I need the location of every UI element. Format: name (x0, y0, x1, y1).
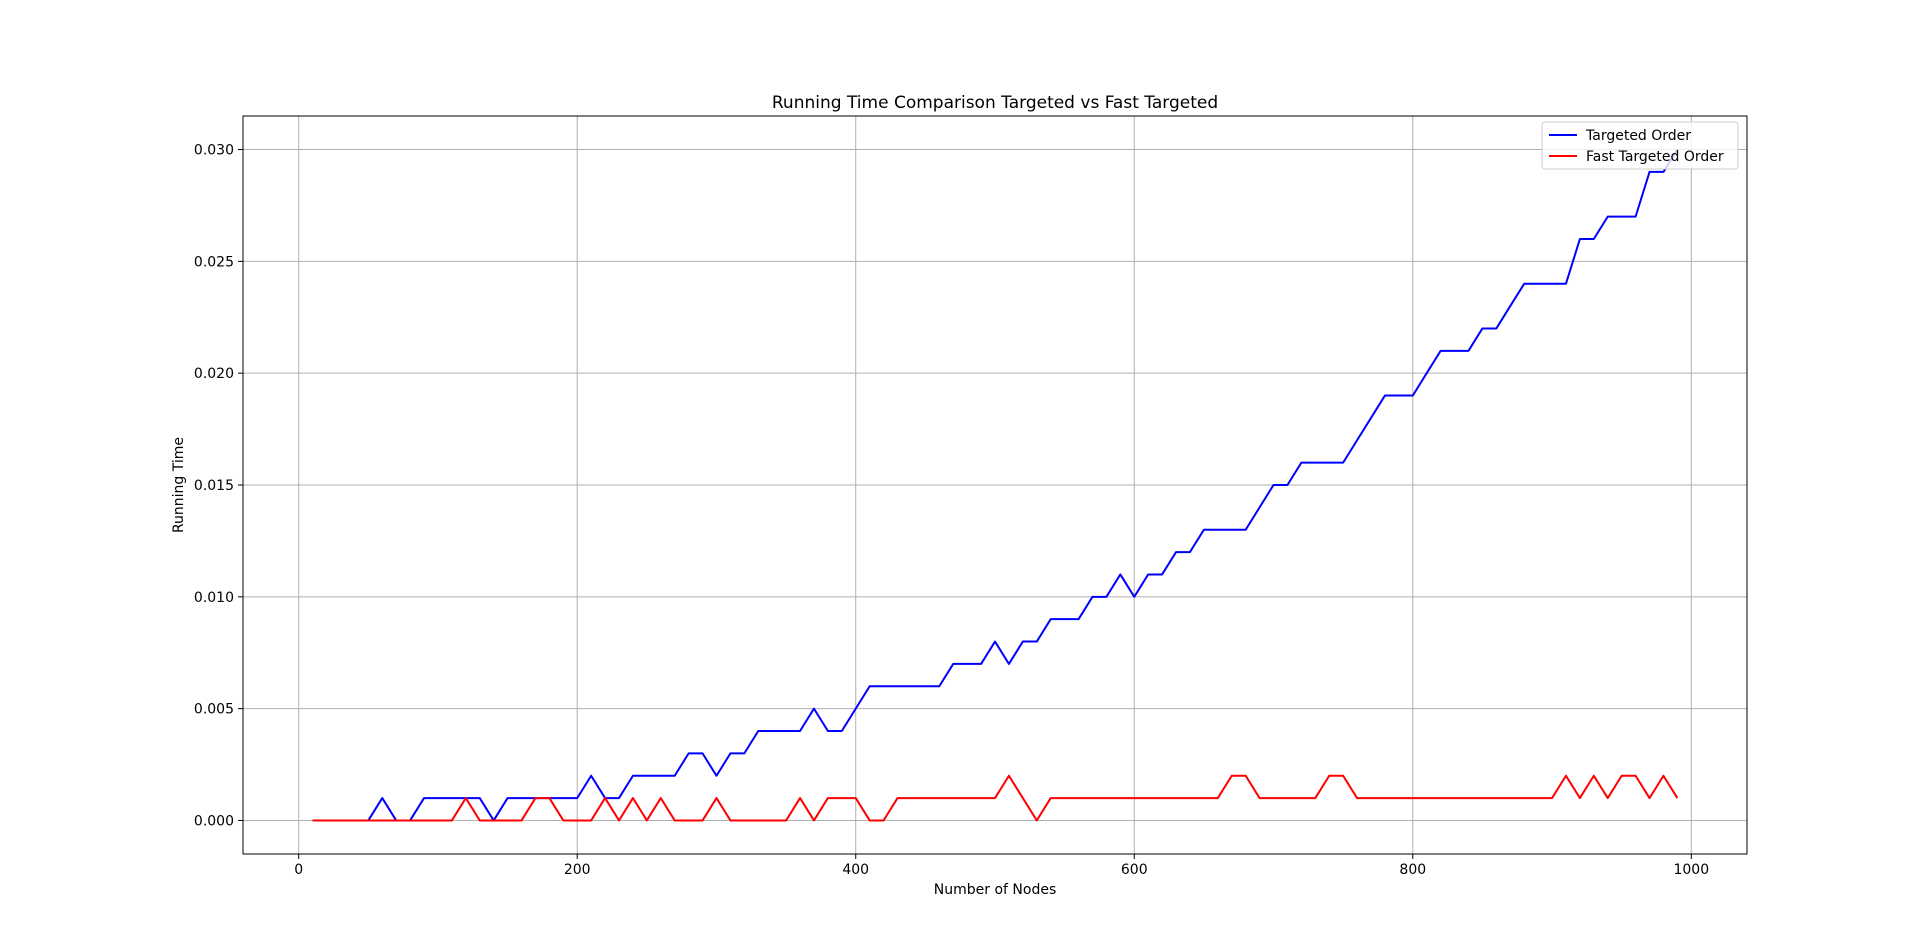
x-axis-label: Number of Nodes (934, 882, 1056, 898)
y-axis-ticks: 0.000 0.005 0.010 0.015 0.020 0.025 0.030 (194, 143, 243, 829)
x-tick-label: 1000 (1673, 862, 1709, 878)
x-axis-ticks: 0 200 400 600 800 1000 (294, 854, 1709, 878)
legend-label-targeted: Targeted Order (1585, 128, 1691, 144)
y-tick-label: 0.025 (194, 254, 234, 270)
x-tick-label: 600 (1121, 862, 1148, 878)
y-axis-label: Running Time (171, 437, 187, 533)
chart-title: Running Time Comparison Targeted vs Fast… (772, 93, 1218, 113)
y-tick-label: 0.000 (194, 813, 234, 829)
y-tick-label: 0.005 (194, 702, 234, 718)
x-tick-label: 400 (842, 862, 869, 878)
x-tick-label: 0 (294, 862, 303, 878)
y-tick-label: 0.010 (194, 590, 234, 606)
y-tick-label: 0.015 (194, 478, 234, 494)
legend-label-fast-targeted: Fast Targeted Order (1586, 149, 1724, 165)
y-tick-label: 0.020 (194, 366, 234, 382)
x-tick-label: 200 (564, 862, 591, 878)
legend: Targeted Order Fast Targeted Order (1541, 121, 1739, 170)
y-tick-label: 0.030 (194, 143, 234, 159)
grid-lines (243, 116, 1747, 854)
x-tick-label: 800 (1399, 862, 1426, 878)
series-layer (312, 149, 1679, 822)
series-line-fast-targeted (312, 774, 1679, 822)
legend-box (1541, 121, 1739, 170)
